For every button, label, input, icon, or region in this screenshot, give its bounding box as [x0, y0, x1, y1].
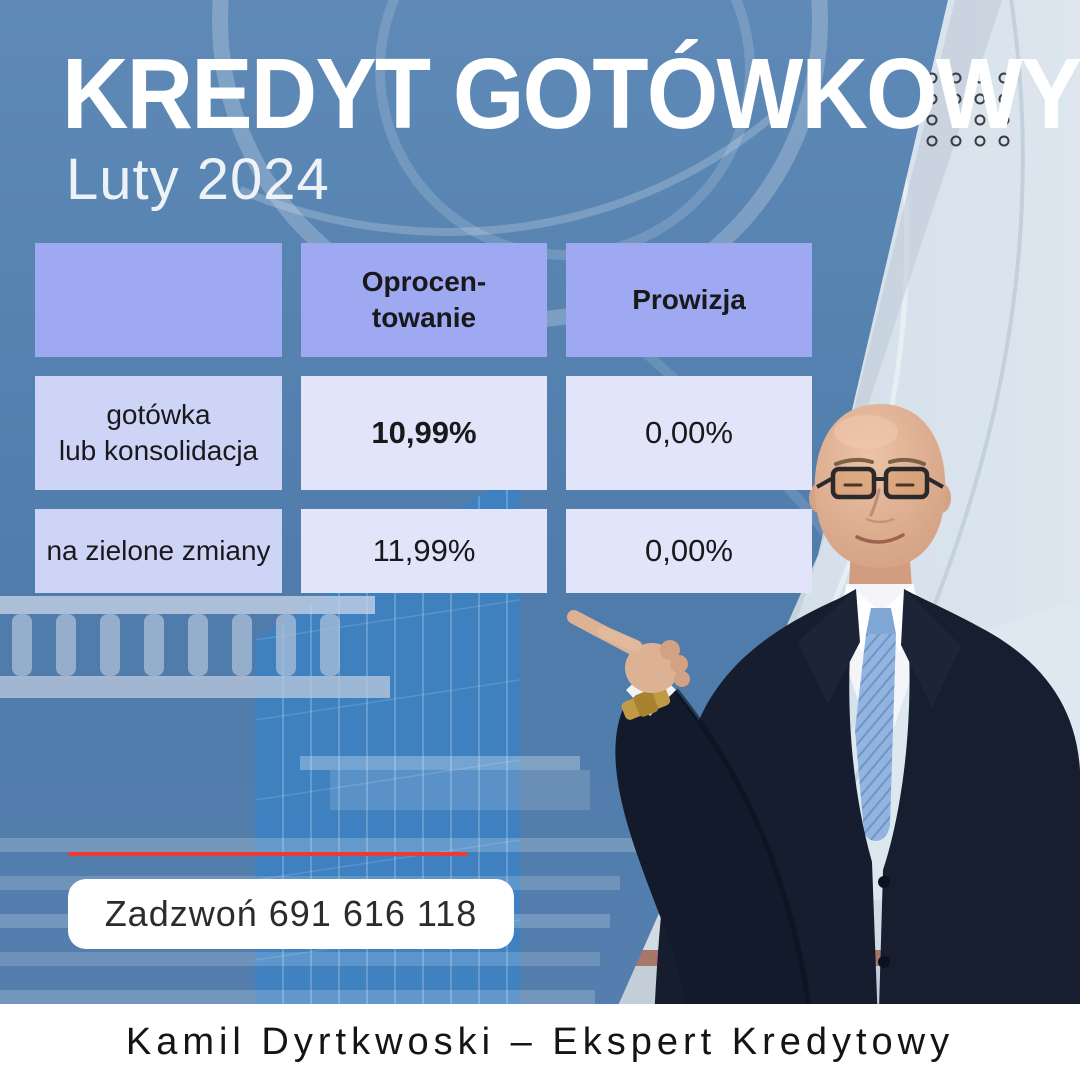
poster-title: KREDYT GOTÓWKOWY	[62, 38, 1080, 150]
footer-bar: Kamil Dyrtkwoski – Ekspert Kredytowy	[0, 1004, 1080, 1080]
advisor-tie	[855, 608, 896, 841]
table-row-label-zielone: na zielone zmiany	[35, 509, 282, 593]
table-value-gotowka-oprocentowanie: 10,99%	[301, 376, 547, 490]
advisor-glasses	[816, 466, 944, 500]
table-row-label-gotowka: gotówka lub konsolidacja	[35, 376, 282, 490]
call-button[interactable]: Zadzwoń 691 616 118	[68, 879, 514, 949]
footer-expert-name: Kamil Dyrtkwoski – Ekspert Kredytowy	[125, 1020, 955, 1063]
advisor-watch	[621, 687, 671, 720]
table-value-zielone-prowizja: 0,00%	[566, 509, 812, 593]
dots-grid-icon	[926, 72, 1010, 147]
table-value-gotowka-prowizja: 0,00%	[566, 376, 812, 490]
table-header-blank	[35, 243, 282, 357]
table-header-prowizja: Prowizja	[566, 243, 812, 357]
table-header-oprocentowanie: Oprocen- towanie	[301, 243, 547, 357]
red-divider-line	[68, 852, 468, 856]
poster-subtitle: Luty 2024	[66, 147, 330, 212]
advisor-suit	[615, 589, 1080, 1080]
advisor-hand	[567, 610, 690, 693]
table-value-zielone-oprocentowanie: 11,99%	[301, 509, 547, 593]
